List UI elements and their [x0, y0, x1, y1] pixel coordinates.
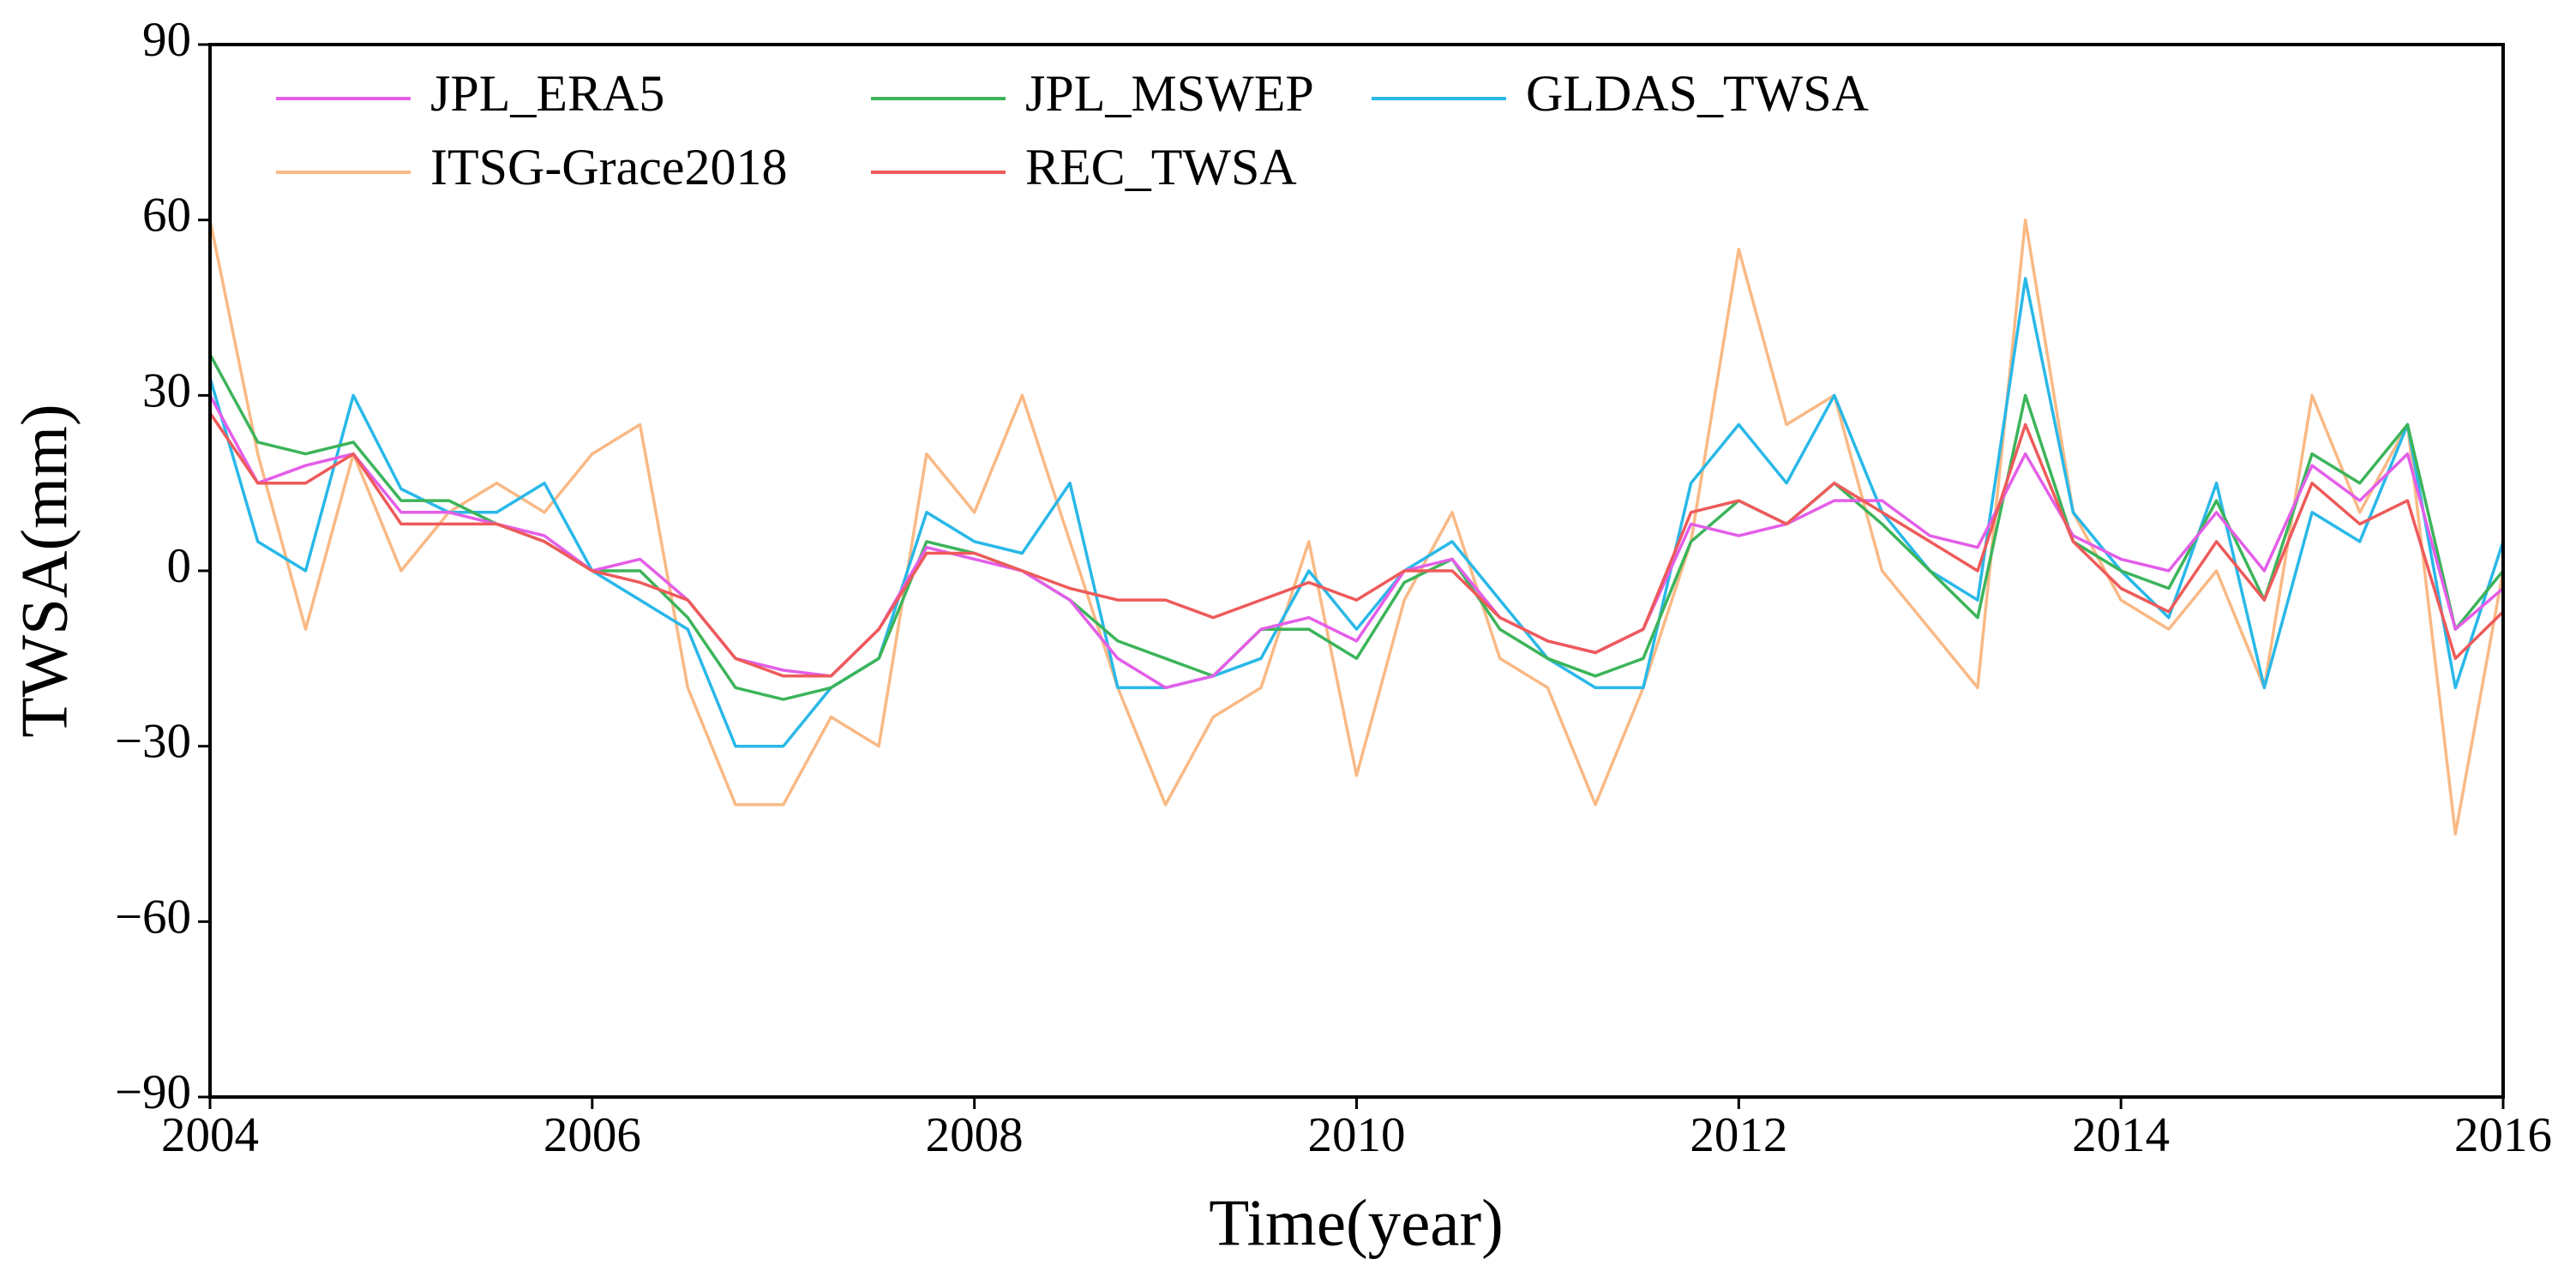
legend-label: REC_TWSA: [1025, 139, 1297, 195]
plot-frame: [208, 43, 2505, 1099]
legend-label: JPL_ERA5: [430, 65, 664, 122]
x-tick-label: 2010: [1308, 1108, 1406, 1162]
data-line: [208, 353, 2505, 701]
y-tick-label: −90: [115, 1065, 191, 1119]
y-tick-label: 30: [142, 363, 191, 417]
y-tick-label: 60: [142, 189, 191, 243]
x-tick-label: 2006: [543, 1108, 641, 1162]
legend-label: ITSG-Grace2018: [430, 139, 788, 195]
x-tick-label: 2004: [161, 1108, 259, 1162]
x-tick-label: 2008: [926, 1108, 1024, 1162]
legend-label: JPL_MSWEP: [1025, 65, 1314, 122]
data-line: [208, 277, 2505, 748]
y-axis-title: TWSA(mm): [8, 404, 81, 737]
data-line: [208, 411, 2505, 678]
y-tick-label: −30: [115, 715, 191, 769]
y-tick-label: −60: [115, 890, 191, 944]
x-axis-title: Time(year): [1209, 1186, 1504, 1260]
legend-label: GLDAS_TWSA: [1526, 65, 1869, 122]
x-tick-label: 2014: [2072, 1108, 2170, 1162]
data-line: [208, 394, 2505, 690]
x-tick-label: 2012: [1690, 1108, 1787, 1162]
x-tick-label: 2016: [2454, 1108, 2552, 1162]
data-line: [208, 218, 2505, 836]
y-tick-label: 90: [142, 13, 191, 67]
y-tick-label: 0: [167, 539, 192, 593]
